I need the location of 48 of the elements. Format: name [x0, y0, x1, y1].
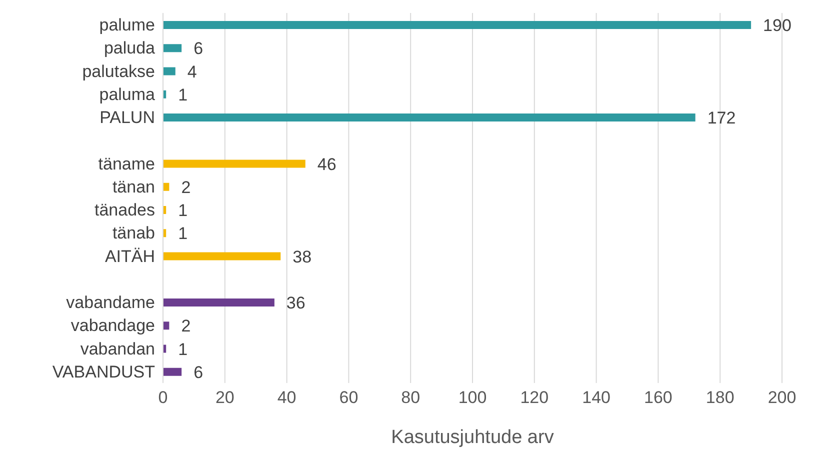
data-label: 46 — [317, 154, 336, 174]
x-tick-label: 60 — [339, 388, 358, 408]
y-tick-label: täname — [98, 154, 155, 174]
bar — [163, 368, 182, 376]
y-tick-label: paluda — [104, 38, 156, 58]
data-label: 2 — [181, 178, 191, 197]
bar — [163, 114, 696, 122]
bar — [163, 298, 274, 306]
data-label: 172 — [707, 108, 736, 128]
x-tick-label: 180 — [706, 388, 734, 408]
x-tick-label: 20 — [215, 388, 234, 408]
y-tick-label: PALUN — [100, 108, 155, 128]
y-tick-label: tänab — [112, 224, 155, 243]
bar — [163, 21, 752, 29]
data-label: 1 — [178, 340, 188, 359]
data-label: 190 — [763, 16, 792, 36]
y-tick-label: vabandan — [80, 339, 155, 358]
data-label: 2 — [181, 316, 191, 336]
x-tick-label: 160 — [644, 388, 672, 408]
x-tick-label: 100 — [458, 388, 487, 408]
data-label: 36 — [286, 294, 306, 313]
data-label: 1 — [178, 224, 188, 244]
y-tick-label: tänades — [94, 200, 155, 220]
data-label: 38 — [292, 247, 312, 266]
x-tick-label: 80 — [401, 388, 420, 408]
x-tick-label: 140 — [582, 388, 610, 408]
data-label: 6 — [194, 362, 204, 382]
bar — [163, 44, 182, 52]
y-tick-label: VABANDUST — [52, 362, 155, 382]
x-tick-label: 120 — [520, 388, 549, 408]
x-tick-label: 200 — [768, 388, 796, 408]
y-tick-label: vabandame — [66, 293, 155, 312]
data-label: 4 — [187, 62, 197, 82]
y-tick-label: tänan — [112, 177, 155, 196]
y-tick-label: vabandage — [70, 316, 155, 336]
y-tick-label: palutakse — [82, 62, 155, 81]
data-label: 1 — [178, 201, 188, 220]
x-tick-label: 40 — [277, 388, 296, 408]
y-tick-label: paluma — [99, 84, 156, 104]
x-axis-title: Kasutusjuhtude arv — [391, 427, 554, 448]
x-tick-label: 0 — [158, 388, 168, 408]
bar — [163, 67, 176, 76]
y-tick-label: palume — [99, 16, 155, 35]
bar — [163, 160, 306, 168]
bar — [163, 252, 281, 260]
data-label: 1 — [178, 85, 188, 104]
data-label: 6 — [194, 39, 204, 58]
y-tick-label: AITÄH — [104, 246, 155, 266]
